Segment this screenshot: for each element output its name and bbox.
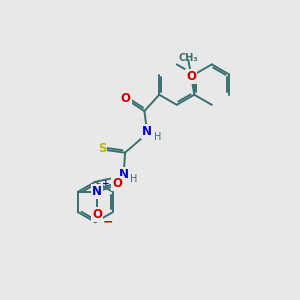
Text: H: H bbox=[130, 174, 138, 184]
Text: O: O bbox=[112, 177, 122, 190]
Text: O: O bbox=[121, 92, 131, 105]
Text: N: N bbox=[142, 125, 152, 138]
Text: O: O bbox=[186, 70, 196, 83]
Text: CH₃: CH₃ bbox=[178, 53, 198, 64]
Text: S: S bbox=[98, 142, 106, 155]
Text: N: N bbox=[118, 168, 129, 181]
Text: N: N bbox=[92, 185, 102, 198]
Text: O: O bbox=[92, 208, 102, 221]
Text: −: − bbox=[102, 215, 113, 228]
Text: H: H bbox=[154, 132, 161, 142]
Text: +: + bbox=[102, 179, 110, 188]
